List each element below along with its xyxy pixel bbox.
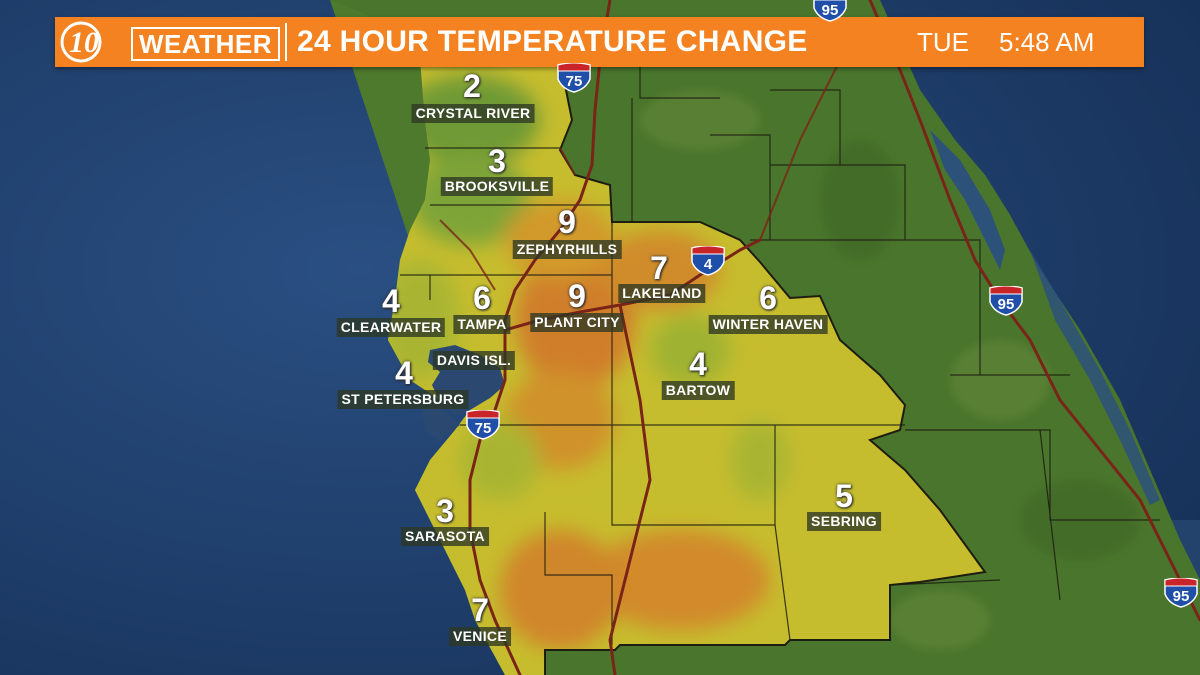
temp-change-lakeland: 7 [650,250,668,286]
route-number: 95 [1172,588,1190,605]
temp-change-zephyrhills: 9 [558,204,576,240]
interstate-shield-icon: 75 [465,409,501,440]
city-label-plant-city: PLANT CITY [530,313,624,332]
station-logo: 10 WEATHER [55,17,283,67]
temp-change-crystal-river: 2 [463,68,481,104]
temp-change-tampa: 6 [473,280,491,316]
interstate-shield-icon: 95 [988,285,1024,316]
temp-change-clearwater: 4 [382,283,400,319]
logo-text: WEATHER [131,27,281,61]
city-label-lakeland: LAKELAND [618,284,706,303]
temp-change-brooksville: 3 [488,143,506,179]
city-label-zephyrhills: ZEPHYRHILLS [512,240,622,259]
route-number: 75 [474,420,492,437]
city-label-venice: VENICE [449,627,511,646]
route-number: 95 [997,296,1015,313]
page-title: 24 HOUR TEMPERATURE CHANGE [297,25,808,58]
route-number: 4 [703,256,713,273]
interstate-shield-icon: 95 [812,0,848,22]
city-label-crystal-river: CRYSTAL RIVER [411,104,535,123]
temp-change-winter-haven: 6 [759,280,777,316]
interstate-shield-icon: 95 [1163,577,1199,608]
city-label-bartow: BARTOW [661,381,735,400]
day-label: TUE [917,27,969,57]
logo-mark-text: 10 [69,26,99,59]
city-label-clearwater: CLEARWATER [336,318,446,337]
ten-logo-icon: 10 [60,21,102,63]
header-divider [285,23,287,61]
time-label: 5:48 AM [999,27,1095,57]
interstate-shield-icon: 4 [690,245,726,276]
city-label-brooksville: BROOKSVILLE [440,177,554,196]
route-number: 95 [821,2,839,19]
route-number: 75 [565,73,583,90]
header-banner: 10 WEATHER 24 HOUR TEMPERATURE CHANGE TU… [55,17,1144,67]
temp-change-bartow: 4 [689,346,707,382]
city-label-davis-island: DAVIS ISL. [432,351,516,370]
city-label-sebring: SEBRING [807,512,881,531]
temp-change-st-petersburg: 4 [395,355,413,391]
temp-change-sebring: 5 [835,478,853,514]
city-label-tampa: TAMPA [453,315,511,334]
city-label-winter-haven: WINTER HAVEN [708,315,828,334]
temp-change-venice: 7 [471,592,489,628]
temp-change-sarasota: 3 [436,493,454,529]
interstate-shield-icon: 75 [556,62,592,93]
city-label-st-petersburg: ST PETERSBURG [337,390,469,409]
temp-change-plant-city: 9 [568,278,586,314]
city-label-sarasota: SARASOTA [401,527,489,546]
